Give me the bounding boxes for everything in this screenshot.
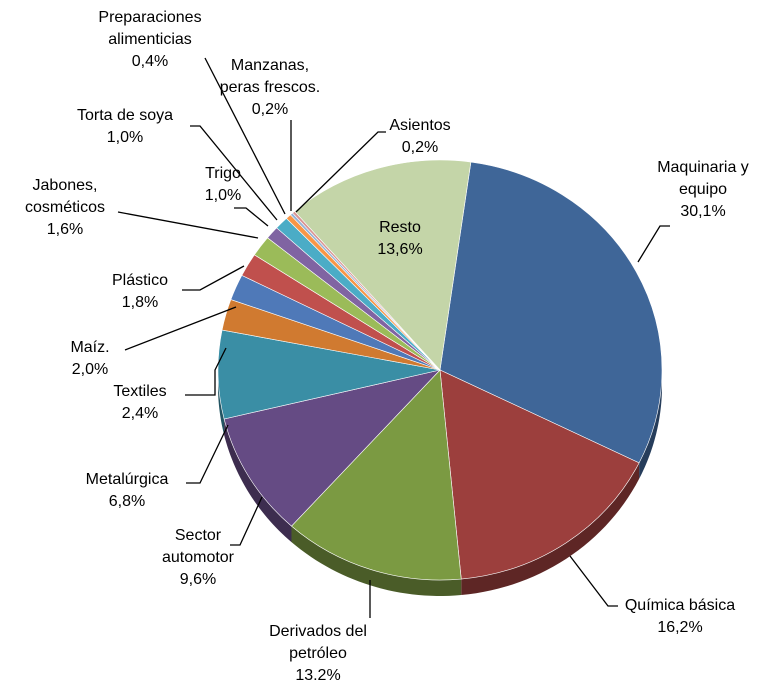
leader-line bbox=[185, 347, 227, 396]
value-label: 9,6% bbox=[180, 571, 216, 588]
leader-line bbox=[637, 225, 670, 263]
slice-label: Maquinaria y bbox=[657, 159, 749, 176]
slice-label: Textiles bbox=[113, 383, 166, 400]
leader-line bbox=[295, 131, 386, 213]
slice-label: Sector bbox=[175, 527, 222, 544]
slice bbox=[439, 161, 663, 464]
value-label: 1,0% bbox=[205, 187, 241, 204]
slice-label: Trigo bbox=[205, 165, 241, 182]
slice-label: Torta de soya bbox=[77, 107, 173, 124]
slice-label: petróleo bbox=[289, 645, 347, 662]
leader-line bbox=[190, 125, 278, 221]
leader-line bbox=[234, 207, 269, 227]
value-label: 13,6% bbox=[377, 241, 422, 258]
slice-label: automotor bbox=[162, 549, 235, 566]
slice-side bbox=[224, 418, 292, 543]
leader-line bbox=[124, 306, 237, 351]
leader-line bbox=[204, 57, 286, 215]
slice bbox=[223, 369, 441, 527]
slice-label: Metalúrgica bbox=[86, 471, 169, 488]
slice bbox=[439, 369, 640, 580]
slice-label: equipo bbox=[679, 181, 727, 198]
slice-label: peras frescos. bbox=[220, 79, 320, 96]
value-label: 1,0% bbox=[107, 129, 143, 146]
slice-label: Preparaciones bbox=[98, 9, 201, 26]
slice-side bbox=[291, 526, 462, 596]
slice-label: Asientos bbox=[389, 117, 450, 134]
slice-label: Derivados del bbox=[269, 623, 367, 640]
slice-label: cosméticos bbox=[25, 199, 105, 216]
leader-line bbox=[230, 496, 263, 546]
slice-label: Plástico bbox=[112, 272, 168, 289]
value-label: 0,2% bbox=[252, 101, 288, 118]
value-label: 30,1% bbox=[680, 203, 725, 220]
slice-label: Maíz. bbox=[70, 339, 109, 356]
slice-label: Resto bbox=[379, 219, 421, 236]
leader-line bbox=[186, 424, 229, 484]
value-label: 0,2% bbox=[402, 139, 438, 156]
slice-side bbox=[461, 462, 640, 596]
value-label: 2,4% bbox=[122, 405, 158, 422]
value-label: 13.2% bbox=[295, 667, 340, 681]
slice-label: alimenticias bbox=[108, 31, 192, 48]
value-label: 6,8% bbox=[109, 493, 145, 510]
value-label: 0,4% bbox=[132, 53, 168, 70]
slice-label: Jabones, bbox=[33, 177, 98, 194]
value-label: 16,2% bbox=[657, 619, 702, 636]
slice-side bbox=[218, 370, 225, 435]
value-label: 1,8% bbox=[122, 294, 158, 311]
value-label: 1,6% bbox=[47, 221, 83, 238]
leader-line bbox=[182, 265, 245, 291]
value-label: 2,0% bbox=[72, 361, 108, 378]
leader-line bbox=[117, 211, 259, 239]
slice-label: Química básica bbox=[625, 597, 735, 614]
slice-label: Manzanas, bbox=[231, 57, 309, 74]
slice bbox=[291, 369, 462, 581]
leader-line bbox=[569, 555, 618, 607]
